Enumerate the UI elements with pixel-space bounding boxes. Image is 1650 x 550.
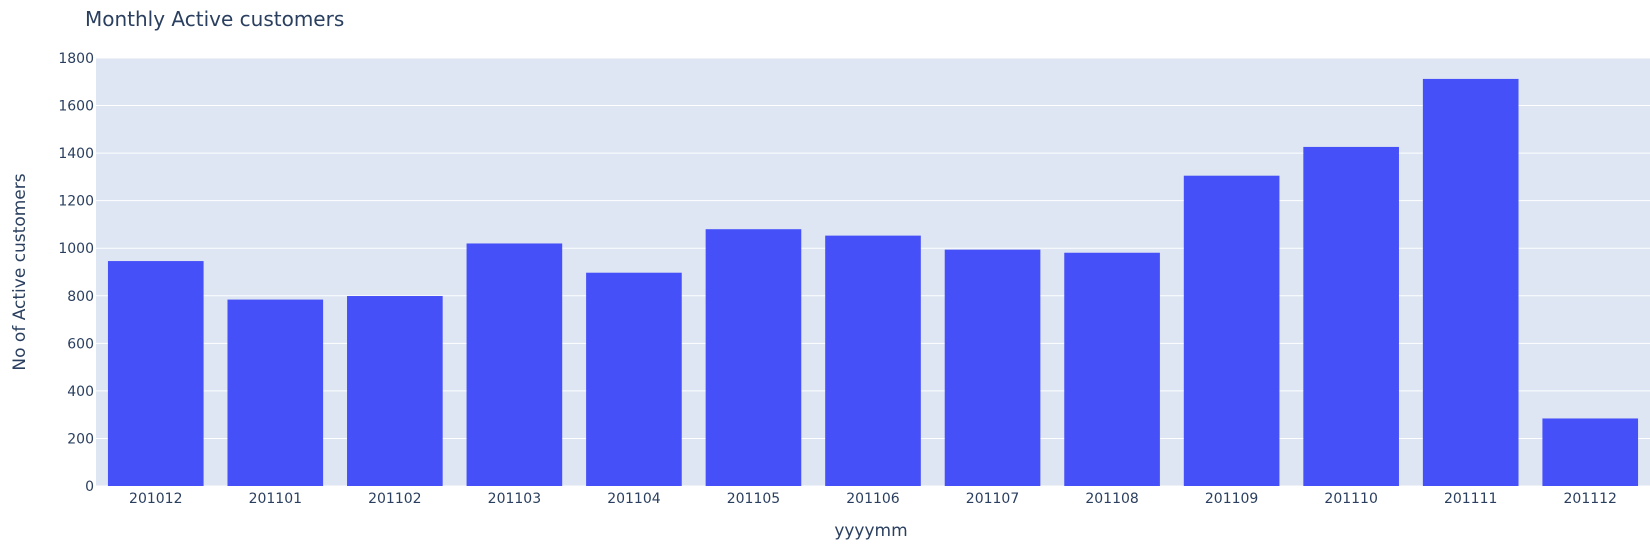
bars: [107, 78, 1639, 487]
y-axis-title: No of Active customers: [10, 173, 30, 370]
y-tick-label: 1400: [58, 146, 94, 162]
x-tick-label: 201103: [488, 491, 541, 507]
bar-201106: [825, 235, 921, 486]
bar-201110: [1303, 146, 1399, 486]
x-tick-label: 201107: [966, 491, 1019, 507]
bar-201109: [1183, 175, 1280, 486]
x-tick-label: 201110: [1324, 491, 1377, 507]
y-tick-label: 600: [67, 336, 94, 352]
x-tick-label: 201102: [368, 491, 421, 507]
x-tick-label: 201109: [1205, 491, 1258, 507]
bar-201012: [107, 261, 204, 486]
bar-201112: [1542, 418, 1639, 486]
chart-title: Monthly Active customers: [85, 7, 344, 31]
y-tick-label: 1800: [58, 51, 94, 67]
x-tick-label: 201112: [1564, 491, 1617, 507]
y-tick-label: 0: [85, 479, 94, 495]
x-tick-label: 201108: [1085, 491, 1138, 507]
x-tick-label: 201101: [249, 491, 302, 507]
bar-201108: [1064, 252, 1160, 486]
x-tick-label: 201105: [727, 491, 780, 507]
x-tick-label: 201111: [1444, 491, 1497, 507]
x-axis-ticks: 201012 201101 201102 201103 201104 201105 2011…: [129, 491, 1617, 507]
y-tick-label: 400: [67, 384, 94, 400]
bar-201101: [227, 299, 324, 486]
bar-201107: [944, 249, 1041, 486]
y-tick-label: 1600: [58, 99, 94, 115]
y-tick-label: 1000: [58, 241, 94, 257]
bar-201104: [586, 272, 682, 486]
y-tick-label: 200: [67, 431, 94, 447]
bar-201105: [705, 229, 802, 486]
bar-201102: [347, 296, 443, 486]
x-axis-title: yyyymm: [834, 521, 907, 541]
x-tick-label: 201106: [846, 491, 900, 507]
y-tick-label: 800: [67, 289, 94, 305]
y-tick-label: 1200: [58, 194, 94, 210]
x-tick-label: 201104: [607, 491, 661, 507]
y-axis-ticks: 0 200 400 600 800 1000 1200 1400 1600 1800: [58, 51, 94, 495]
bar-201111: [1422, 78, 1519, 487]
bar-201103: [466, 243, 563, 486]
x-tick-label: 201012: [129, 491, 182, 507]
